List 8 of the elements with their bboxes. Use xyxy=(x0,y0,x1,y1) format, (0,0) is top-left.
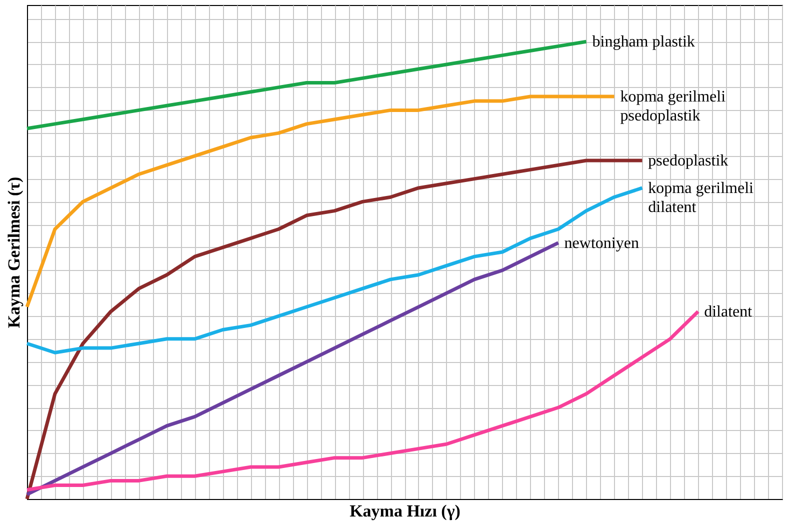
series-label: psedoplastik xyxy=(648,152,728,170)
series-label: bingham plastik xyxy=(592,34,695,51)
series-label: dilatent xyxy=(704,303,753,320)
series-label: kopma gerilmeli dilatent xyxy=(648,180,754,216)
x-axis-title: Kayma Hızı (γ) xyxy=(350,502,460,520)
series-label: newtoniyen xyxy=(564,234,639,252)
series-label: kopma gerilmeli psedoplastik xyxy=(620,88,726,124)
y-axis-title: Kayma Gerilmesi (τ) xyxy=(4,176,24,328)
